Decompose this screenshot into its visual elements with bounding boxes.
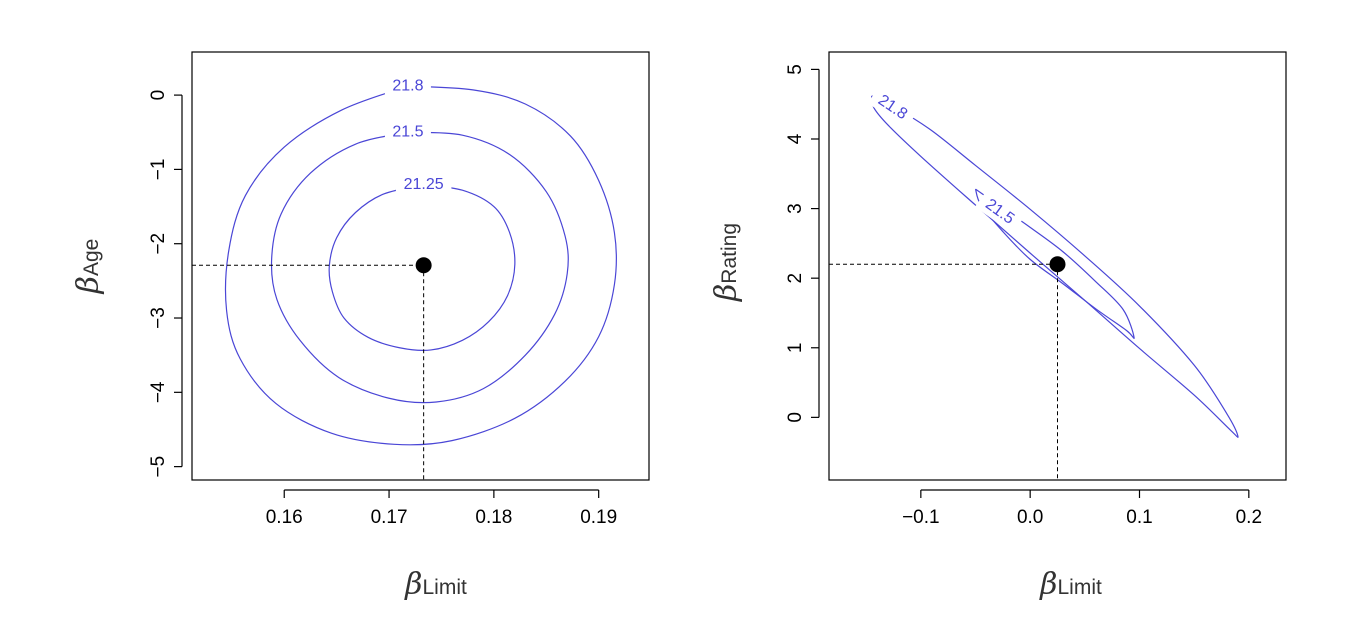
plot-frame [191, 51, 650, 481]
y-tick-label: 5 [785, 64, 806, 75]
y-tick-label: 4 [785, 133, 806, 144]
contour-line [224, 85, 617, 446]
contour-label-background [384, 122, 431, 143]
y-tick-label: 1 [785, 342, 806, 353]
y-axis-label: βRating [709, 223, 744, 302]
y-axis-label: βAge [71, 239, 106, 295]
x-axis-label-symbol: β [404, 567, 422, 602]
x-tick-label: 0.16 [266, 507, 303, 528]
y-tick-label: 0 [785, 412, 806, 423]
y-tick-label: 3 [785, 203, 806, 214]
x-axis-label-symbol: β [1039, 567, 1057, 602]
contour-label-background [867, 86, 918, 129]
x-axis-label-subscript: Limit [423, 576, 468, 599]
contour-line [270, 131, 569, 404]
plot-frame [828, 51, 1287, 481]
y-tick-label: −5 [148, 456, 169, 478]
contour-label: 21.8 [392, 77, 423, 94]
y-tick-label: −1 [148, 159, 169, 181]
x-axis-label-subscript: Limit [1058, 576, 1103, 599]
contour-label-background [395, 175, 452, 196]
contour-line [871, 95, 1239, 438]
y-tick-label: −2 [148, 233, 169, 255]
y-tick-label: 0 [148, 90, 169, 101]
contour-label-background [384, 76, 431, 97]
left-panel-age-vs-limit: 0.16 0.17 0.18 0.19 0 −1 −2 −3 −4 −5 21.25 21.5 21.8… [71, 51, 650, 602]
estimate-point [415, 257, 432, 274]
x-tick-label: −0.1 [902, 507, 940, 528]
contour-line [328, 184, 516, 352]
y-tick-label: 2 [785, 273, 806, 284]
x-tick-label: 0.0 [1017, 507, 1043, 528]
y-axis-label-symbol: β [71, 276, 106, 294]
x-tick-label: 0.17 [371, 507, 408, 528]
y-tick-label: −3 [148, 307, 169, 329]
contour-label-background [975, 190, 1025, 234]
contour-label: 21.25 [404, 176, 444, 193]
contour-label: 21.5 [392, 123, 423, 140]
y-axis-label-subscript: Rating [718, 223, 741, 284]
x-tick-label: 0.2 [1236, 507, 1262, 528]
x-tick-label: 0.19 [580, 507, 617, 528]
y-axis-label-subscript: Age [80, 239, 103, 276]
contour-line [974, 188, 1135, 339]
y-axis-label-symbol: β [709, 284, 744, 302]
x-tick-label: 0.1 [1126, 507, 1152, 528]
x-tick-label: 0.18 [475, 507, 512, 528]
x-axis-label: βLimit [1039, 567, 1102, 602]
estimate-point [1049, 256, 1066, 273]
y-tick-label: −4 [148, 381, 169, 403]
x-axis-label: βLimit [404, 567, 467, 602]
